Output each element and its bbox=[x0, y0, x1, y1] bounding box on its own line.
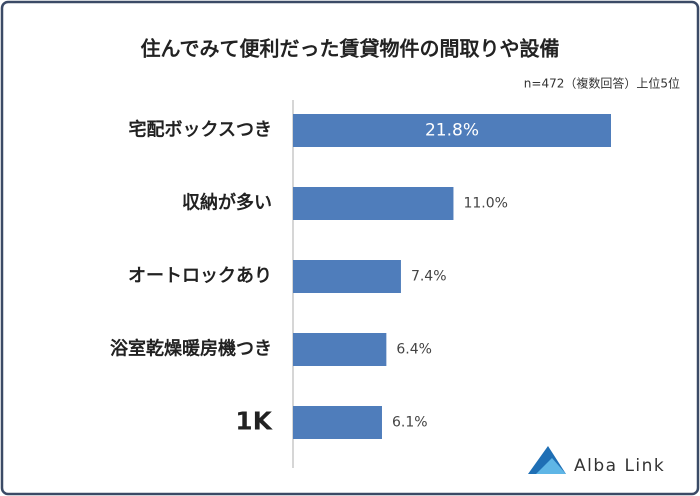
bar bbox=[293, 260, 401, 293]
value-label: 21.8% bbox=[425, 121, 479, 141]
category-label: 1K bbox=[235, 407, 273, 436]
category-label: オートロックあり bbox=[128, 266, 272, 287]
value-label: 6.4% bbox=[396, 342, 432, 358]
bar bbox=[293, 406, 382, 439]
category-label: 浴室乾燥暖房機つき bbox=[110, 338, 272, 360]
chart-subtitle: n=472（複数回答）上位5位 bbox=[524, 76, 680, 91]
logo: Alba Link bbox=[528, 446, 665, 476]
chart-title: 住んでみて便利だった賃貸物件の間取りや設備 bbox=[141, 37, 560, 61]
value-label: 6.1% bbox=[392, 415, 428, 431]
bar bbox=[293, 187, 454, 220]
value-label: 11.0% bbox=[463, 196, 507, 212]
logo-text: Alba Link bbox=[574, 456, 665, 476]
logo-icon-accent bbox=[536, 458, 566, 474]
category-label: 宅配ボックスつき bbox=[129, 119, 272, 141]
bar bbox=[293, 114, 611, 147]
bar bbox=[293, 333, 387, 366]
category-label: 収納が多い bbox=[182, 192, 272, 214]
value-label: 7.4% bbox=[411, 269, 447, 285]
